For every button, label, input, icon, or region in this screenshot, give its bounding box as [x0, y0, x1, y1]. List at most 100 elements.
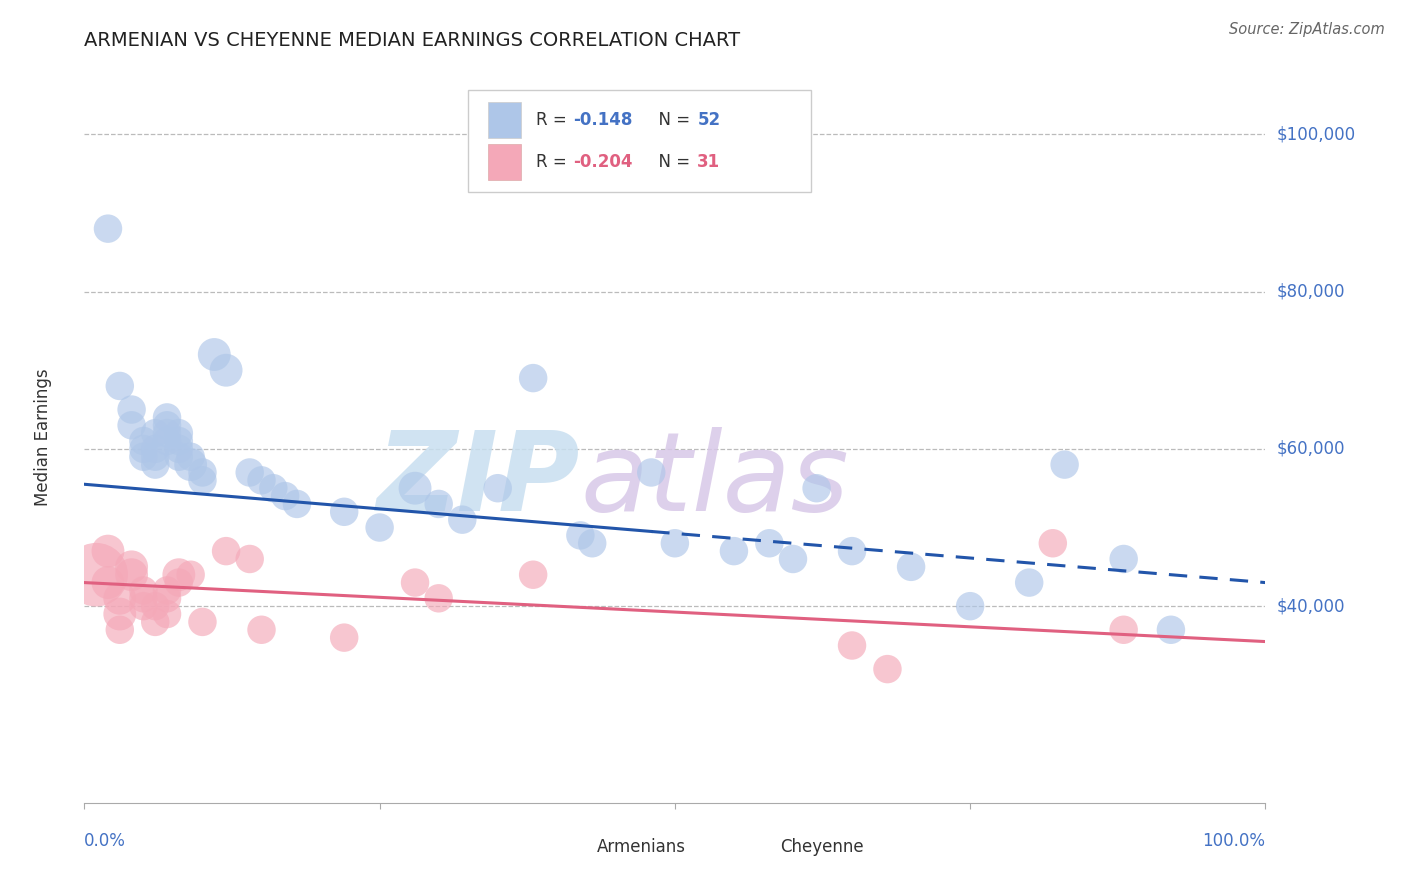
Text: $80,000: $80,000	[1277, 283, 1346, 301]
FancyBboxPatch shape	[735, 835, 773, 859]
FancyBboxPatch shape	[488, 144, 522, 180]
Point	[167, 567, 190, 582]
Text: $100,000: $100,000	[1277, 125, 1355, 144]
Point	[143, 442, 166, 456]
Point	[121, 402, 143, 417]
Point	[132, 442, 155, 456]
Point	[97, 575, 120, 590]
Point	[841, 639, 863, 653]
Point	[1160, 623, 1182, 637]
Point	[274, 489, 297, 503]
Point	[581, 536, 603, 550]
Point	[167, 426, 190, 441]
Point	[427, 497, 450, 511]
Point	[97, 544, 120, 558]
Point	[841, 544, 863, 558]
Text: $40,000: $40,000	[1277, 597, 1346, 615]
Point	[876, 662, 898, 676]
Point	[108, 623, 131, 637]
Point	[143, 450, 166, 464]
Point	[486, 481, 509, 495]
Point	[121, 567, 143, 582]
Point	[640, 466, 662, 480]
Point	[156, 607, 179, 621]
Point	[143, 458, 166, 472]
Point	[156, 410, 179, 425]
Point	[285, 497, 308, 511]
Point	[239, 552, 262, 566]
Point	[1042, 536, 1064, 550]
Text: R =: R =	[536, 153, 571, 170]
Point	[167, 442, 190, 456]
Point	[806, 481, 828, 495]
Text: ZIP: ZIP	[377, 427, 581, 534]
Point	[404, 575, 426, 590]
Point	[156, 434, 179, 448]
Text: Cheyenne: Cheyenne	[780, 838, 863, 855]
Point	[108, 591, 131, 606]
Point	[156, 426, 179, 441]
Text: 31: 31	[697, 153, 720, 170]
Point	[202, 347, 225, 361]
Point	[191, 473, 214, 487]
Point	[97, 221, 120, 235]
Point	[333, 631, 356, 645]
Text: $60,000: $60,000	[1277, 440, 1346, 458]
Point	[167, 575, 190, 590]
Point	[156, 591, 179, 606]
Point	[333, 505, 356, 519]
Point	[664, 536, 686, 550]
Point	[156, 418, 179, 433]
Text: -0.148: -0.148	[574, 111, 633, 129]
Point	[239, 466, 262, 480]
Point	[404, 481, 426, 495]
Point	[143, 615, 166, 629]
Point	[1053, 458, 1076, 472]
Text: R =: R =	[536, 111, 571, 129]
Point	[167, 434, 190, 448]
Point	[1112, 552, 1135, 566]
Point	[156, 583, 179, 598]
Point	[451, 513, 474, 527]
FancyBboxPatch shape	[468, 90, 811, 192]
Point	[215, 544, 238, 558]
Point	[569, 528, 592, 542]
Text: 100.0%: 100.0%	[1202, 832, 1265, 850]
Point	[1112, 623, 1135, 637]
Point	[723, 544, 745, 558]
Point	[262, 481, 284, 495]
Point	[180, 458, 202, 472]
Point	[522, 371, 544, 385]
Text: ARMENIAN VS CHEYENNE MEDIAN EARNINGS CORRELATION CHART: ARMENIAN VS CHEYENNE MEDIAN EARNINGS COR…	[84, 31, 741, 50]
Point	[143, 426, 166, 441]
Point	[758, 536, 780, 550]
Point	[368, 520, 391, 534]
Point	[959, 599, 981, 614]
Point	[250, 473, 273, 487]
Point	[121, 559, 143, 574]
Text: Source: ZipAtlas.com: Source: ZipAtlas.com	[1229, 22, 1385, 37]
Text: N =: N =	[648, 153, 695, 170]
Text: -0.204: -0.204	[574, 153, 633, 170]
Point	[121, 418, 143, 433]
Point	[180, 567, 202, 582]
Point	[427, 591, 450, 606]
Text: N =: N =	[648, 111, 695, 129]
Point	[132, 591, 155, 606]
FancyBboxPatch shape	[553, 835, 591, 859]
Point	[522, 567, 544, 582]
Point	[250, 623, 273, 637]
Point	[132, 434, 155, 448]
Point	[132, 599, 155, 614]
Point	[108, 607, 131, 621]
Text: 52: 52	[697, 111, 720, 129]
Point	[900, 559, 922, 574]
Text: atlas: atlas	[581, 427, 849, 534]
Point	[84, 567, 107, 582]
Text: Median Earnings: Median Earnings	[34, 368, 52, 506]
Point	[215, 363, 238, 377]
Point	[1018, 575, 1040, 590]
Point	[191, 615, 214, 629]
Point	[132, 450, 155, 464]
Point	[143, 599, 166, 614]
